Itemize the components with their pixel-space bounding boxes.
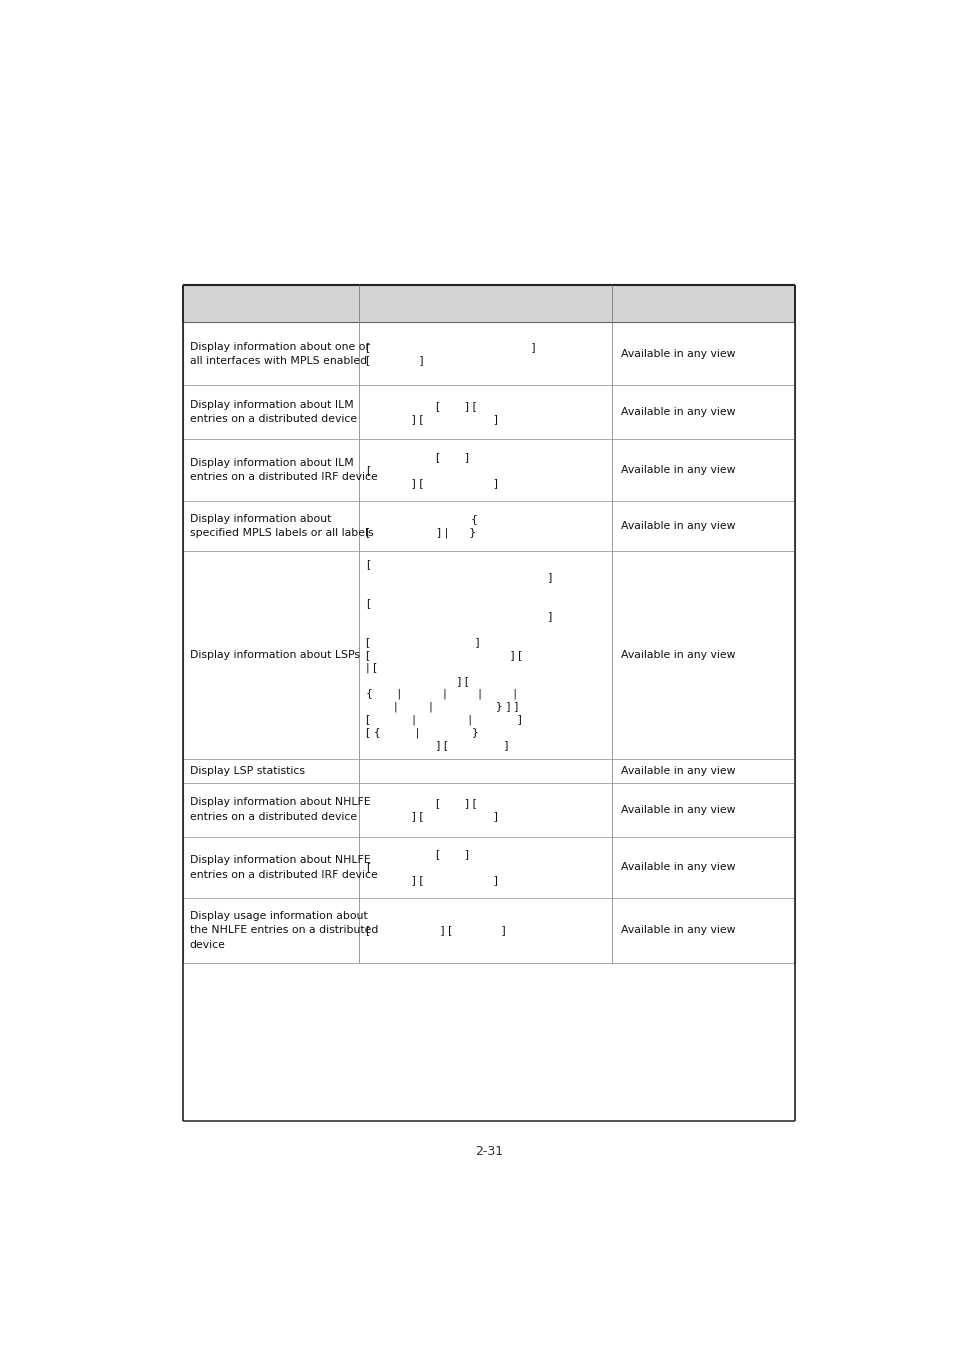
Text: [            |               |             ]: [ | | ]: [365, 714, 521, 725]
Text: Display information about ILM
entries on a distributed IRF device: Display information about ILM entries on…: [190, 458, 377, 482]
Text: [: [: [365, 464, 370, 475]
Text: [              ]: [ ]: [365, 355, 423, 366]
Text: | [: | [: [365, 663, 376, 674]
Bar: [183, 285, 794, 323]
Text: ] [                    ]: ] [ ]: [365, 478, 497, 487]
Text: [       ]: [ ]: [365, 849, 468, 860]
Text: {: {: [365, 514, 477, 524]
Text: [: [: [365, 559, 370, 570]
Text: [       ] [: [ ] [: [365, 798, 476, 809]
Text: Available in any view: Available in any view: [620, 464, 735, 475]
Text: [: [: [365, 863, 370, 872]
Text: Display information about ILM
entries on a distributed device: Display information about ILM entries on…: [190, 400, 356, 424]
Text: Available in any view: Available in any view: [620, 863, 735, 872]
Text: ] [                    ]: ] [ ]: [365, 875, 497, 886]
Text: [                              ]: [ ]: [365, 637, 478, 647]
Text: ]: ]: [365, 612, 552, 621]
Text: Display information about LSPs: Display information about LSPs: [190, 649, 359, 660]
Text: [       ] [: [ ] [: [365, 401, 476, 410]
Text: Display LSP statistics: Display LSP statistics: [190, 765, 304, 776]
Text: Available in any view: Available in any view: [620, 649, 735, 660]
Text: ]: ]: [365, 572, 552, 582]
Text: Display information about NHLFE
entries on a distributed IRF device: Display information about NHLFE entries …: [190, 855, 377, 879]
Text: Available in any view: Available in any view: [620, 348, 735, 359]
Text: Available in any view: Available in any view: [620, 926, 735, 936]
Text: Available in any view: Available in any view: [620, 408, 735, 417]
Text: Display information about one or
all interfaces with MPLS enabled: Display information about one or all int…: [190, 342, 370, 366]
Text: Display information about NHLFE
entries on a distributed device: Display information about NHLFE entries …: [190, 798, 370, 822]
Text: Display information about
specified MPLS labels or all labels: Display information about specified MPLS…: [190, 513, 373, 539]
Text: [: [: [365, 598, 370, 608]
Text: [                                              ]: [ ]: [365, 343, 535, 352]
Text: [                    ] [              ]: [ ] [ ]: [365, 926, 505, 936]
Text: Available in any view: Available in any view: [620, 765, 735, 776]
Text: 2-31: 2-31: [475, 1145, 502, 1158]
Text: ] [                ]: ] [ ]: [365, 740, 508, 751]
Text: ] [: ] [: [365, 675, 468, 686]
Text: Available in any view: Available in any view: [620, 805, 735, 814]
Text: [ {          |               }: [ { | }: [365, 728, 478, 737]
Text: Available in any view: Available in any view: [620, 521, 735, 531]
Text: [       ]: [ ]: [365, 452, 468, 462]
Text: ] [                    ]: ] [ ]: [365, 811, 497, 821]
Text: Display usage information about
the NHLFE entries on a distributed
device: Display usage information about the NHLF…: [190, 911, 377, 950]
Text: [                                        ] [: [ ] [: [365, 649, 521, 660]
Text: ] [                    ]: ] [ ]: [365, 413, 497, 424]
Text: {       |            |         |         |: { | | | |: [365, 688, 517, 699]
Text: |         |                  } ] ]: | | } ] ]: [365, 701, 517, 711]
Text: [                   ] |      }: [ ] | }: [365, 526, 476, 537]
